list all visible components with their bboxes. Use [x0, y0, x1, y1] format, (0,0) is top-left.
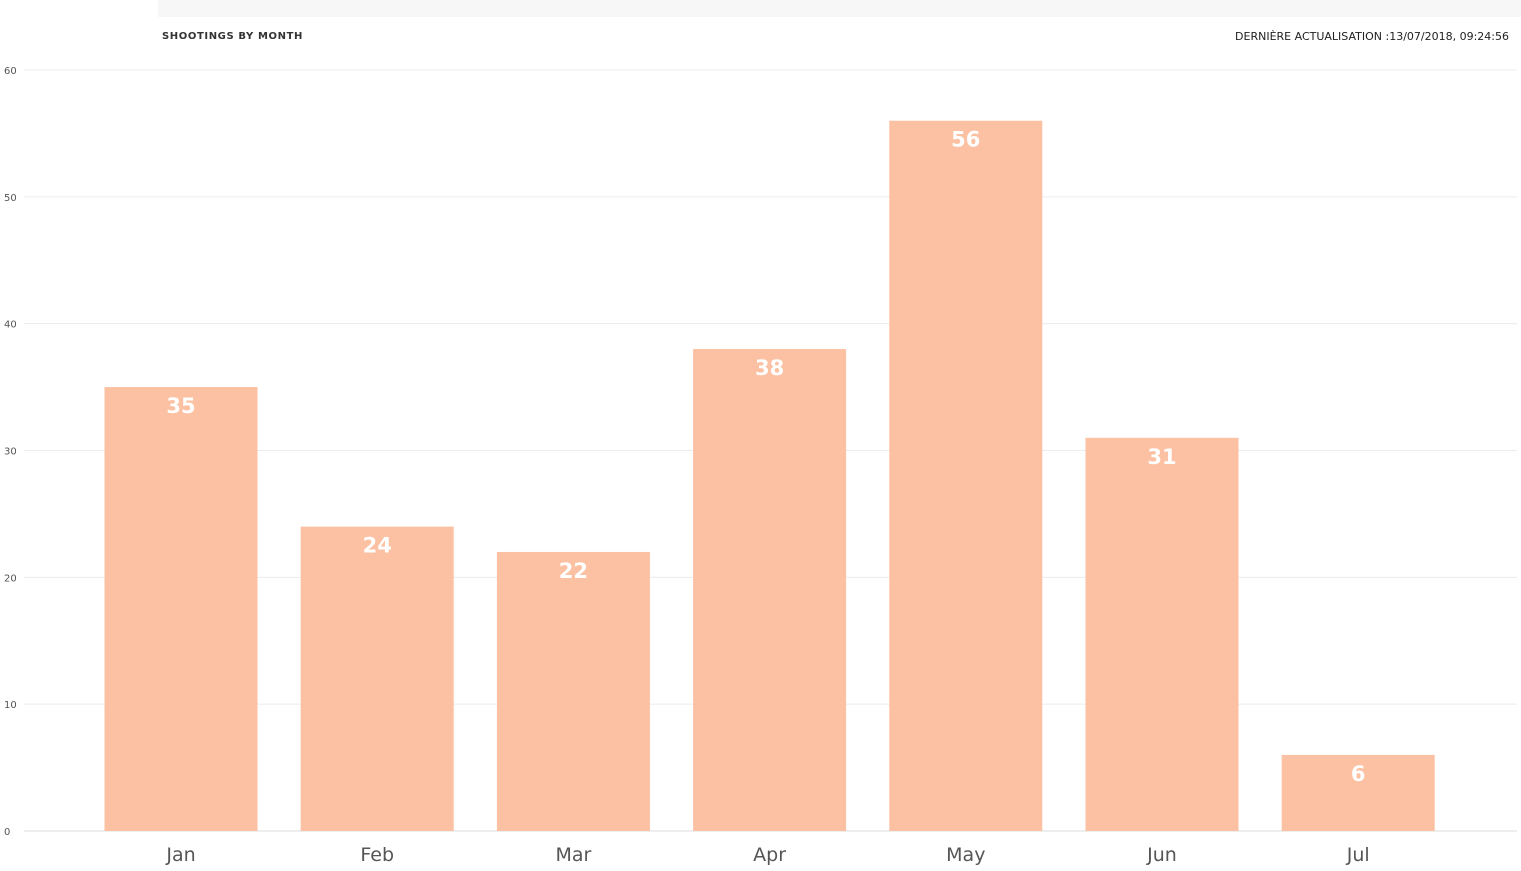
x-tick-label: Mar: [555, 844, 591, 866]
x-axis: Jan Feb Mar Apr May Jun Jul: [165, 844, 1369, 866]
data-label: 35: [166, 394, 195, 418]
chart-title: SHOOTINGS BY MONTH: [162, 31, 303, 42]
x-tick-label: Jun: [1146, 844, 1177, 866]
bar-may[interactable]: [889, 120, 1043, 831]
y-tick-label: 60: [4, 66, 17, 77]
y-tick-label: 50: [4, 193, 17, 204]
data-label: 31: [1147, 445, 1176, 469]
bars: 35 24 22 38 56 31 6: [104, 120, 1435, 831]
last-refresh-timestamp: DERNIÈRE ACTUALISATION :13/07/2018, 09:2…: [1235, 30, 1509, 43]
x-tick-label: Feb: [360, 844, 394, 866]
y-tick-label: 20: [4, 573, 17, 584]
top-strip: [0, 0, 1521, 17]
y-axis: 0 10 20 30 40 50 60: [4, 66, 17, 838]
bar-jul[interactable]: [1281, 754, 1435, 831]
bar-jan[interactable]: [104, 387, 258, 831]
y-tick-label: 0: [4, 827, 10, 838]
bar-mar[interactable]: [496, 551, 650, 831]
y-tick-label: 30: [4, 447, 17, 458]
data-label: 38: [755, 356, 784, 380]
bar-apr[interactable]: [693, 349, 847, 831]
data-label: 24: [363, 534, 392, 558]
bar-feb[interactable]: [300, 526, 454, 831]
y-tick-label: 40: [4, 320, 17, 331]
y-tick-label: 10: [4, 700, 17, 711]
data-label: 56: [951, 128, 980, 152]
x-tick-label: May: [946, 844, 985, 866]
data-label: 22: [559, 559, 588, 583]
bar-jun[interactable]: [1085, 437, 1239, 831]
x-tick-label: Jan: [165, 844, 195, 866]
x-tick-label: Apr: [753, 844, 786, 866]
data-label: 6: [1351, 762, 1366, 786]
active-tab[interactable]: [0, 0, 158, 17]
x-tick-label: Jul: [1346, 844, 1370, 866]
